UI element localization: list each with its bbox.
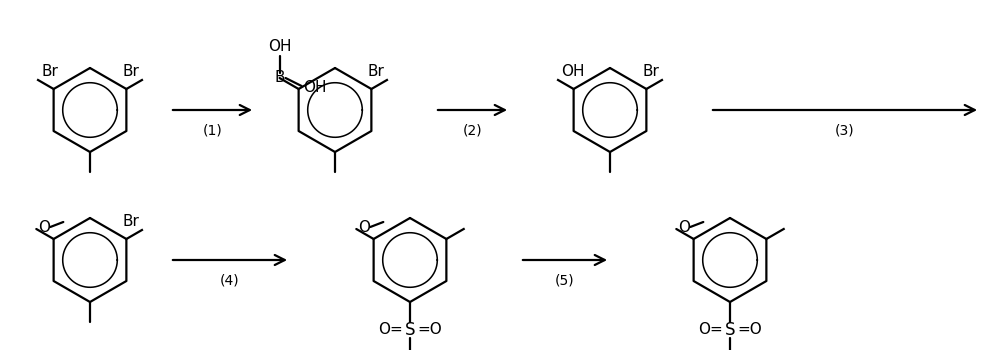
Text: OH: OH	[268, 39, 291, 54]
Text: O: O	[678, 220, 690, 236]
Text: =O: =O	[417, 322, 442, 337]
Text: (1): (1)	[203, 123, 222, 137]
Text: (2): (2)	[463, 123, 482, 137]
Text: O=: O=	[698, 322, 723, 337]
Text: OH: OH	[561, 64, 585, 79]
Text: (3): (3)	[835, 123, 855, 137]
Text: =O: =O	[737, 322, 762, 337]
Text: Br: Br	[122, 64, 139, 79]
Text: OH: OH	[304, 79, 327, 94]
Text: S: S	[405, 321, 415, 339]
Text: (4): (4)	[220, 273, 240, 287]
Text: (5): (5)	[555, 273, 575, 287]
Text: Br: Br	[122, 214, 139, 229]
Text: Br: Br	[642, 64, 659, 79]
Text: Br: Br	[41, 64, 58, 79]
Text: O=: O=	[378, 322, 403, 337]
Text: B: B	[274, 70, 285, 85]
Text: O: O	[358, 220, 370, 236]
Text: O: O	[38, 220, 50, 236]
Text: Br: Br	[367, 64, 384, 79]
Text: S: S	[725, 321, 735, 339]
